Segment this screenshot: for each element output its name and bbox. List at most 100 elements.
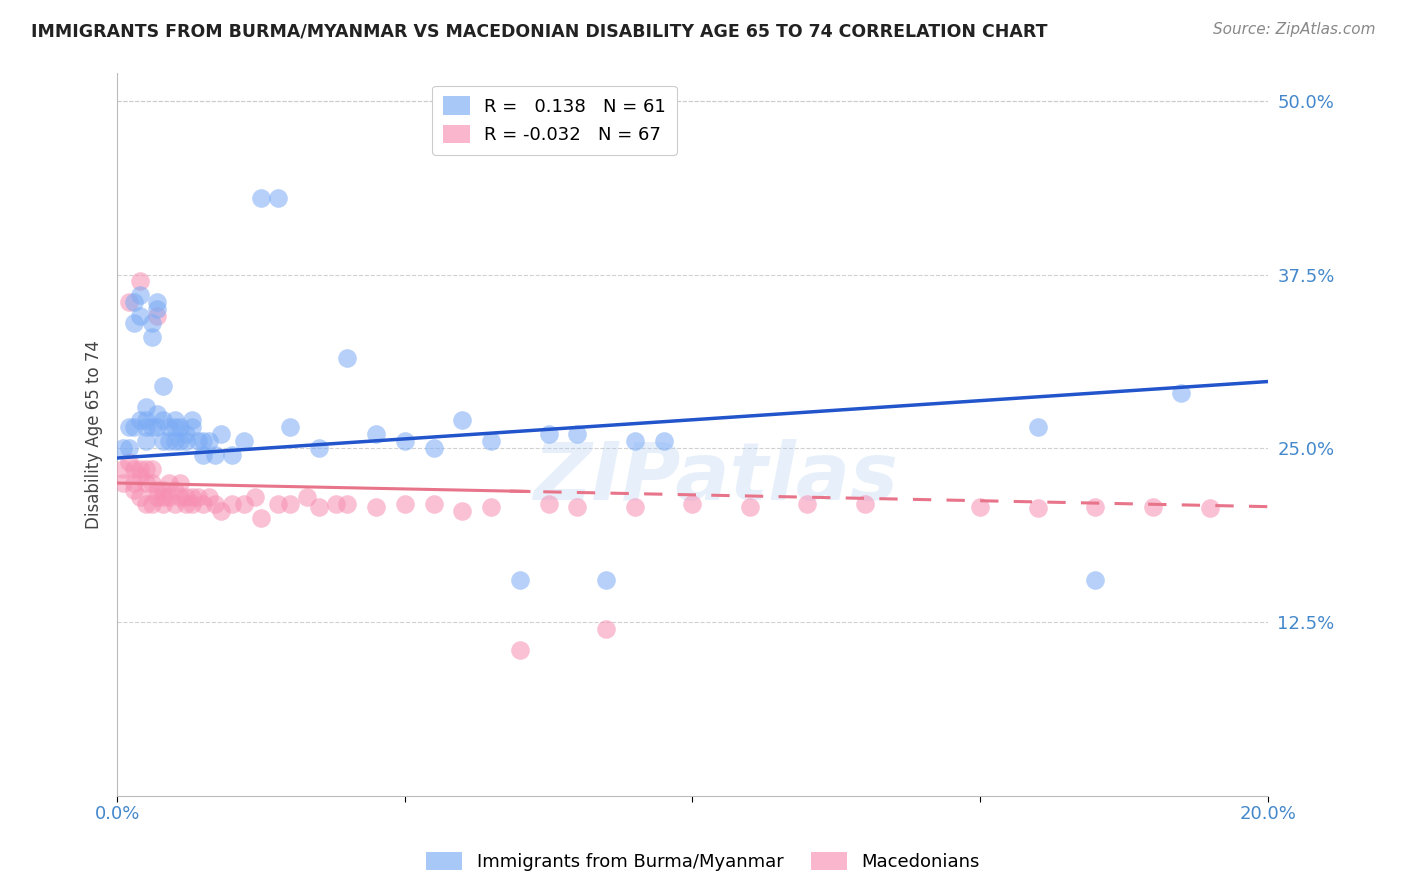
Point	[174, 427, 197, 442]
Point	[738, 500, 761, 514]
Point	[169, 475, 191, 490]
Point	[135, 497, 157, 511]
Point	[141, 462, 163, 476]
Point	[198, 434, 221, 449]
Point	[157, 434, 180, 449]
Point	[157, 475, 180, 490]
Point	[595, 622, 617, 636]
Point	[187, 490, 209, 504]
Point	[451, 413, 474, 427]
Point	[204, 448, 226, 462]
Point	[509, 574, 531, 588]
Point	[198, 490, 221, 504]
Point	[152, 434, 174, 449]
Point	[152, 490, 174, 504]
Point	[232, 497, 254, 511]
Point	[1084, 574, 1107, 588]
Point	[111, 462, 134, 476]
Point	[146, 490, 169, 504]
Point	[681, 497, 703, 511]
Point	[221, 497, 243, 511]
Point	[295, 490, 318, 504]
Point	[174, 434, 197, 449]
Point	[325, 497, 347, 511]
Point	[308, 442, 330, 456]
Point	[169, 490, 191, 504]
Point	[135, 413, 157, 427]
Point	[124, 462, 146, 476]
Point	[221, 448, 243, 462]
Point	[174, 497, 197, 511]
Point	[163, 483, 186, 497]
Point	[157, 490, 180, 504]
Point	[451, 504, 474, 518]
Point	[135, 434, 157, 449]
Point	[364, 500, 387, 514]
Point	[152, 483, 174, 497]
Point	[129, 288, 152, 302]
Point	[181, 413, 204, 427]
Point	[118, 420, 141, 434]
Point	[157, 420, 180, 434]
Point	[152, 378, 174, 392]
Point	[364, 427, 387, 442]
Point	[853, 497, 876, 511]
Point	[193, 434, 215, 449]
Point	[1084, 500, 1107, 514]
Point	[422, 442, 444, 456]
Text: Source: ZipAtlas.com: Source: ZipAtlas.com	[1212, 22, 1375, 37]
Point	[479, 500, 502, 514]
Legend: Immigrants from Burma/Myanmar, Macedonians: Immigrants from Burma/Myanmar, Macedonia…	[419, 845, 987, 879]
Point	[181, 497, 204, 511]
Point	[209, 504, 232, 518]
Point	[595, 574, 617, 588]
Point	[141, 475, 163, 490]
Point	[308, 500, 330, 514]
Point	[135, 420, 157, 434]
Point	[129, 310, 152, 324]
Point	[135, 462, 157, 476]
Text: IMMIGRANTS FROM BURMA/MYANMAR VS MACEDONIAN DISABILITY AGE 65 TO 74 CORRELATION : IMMIGRANTS FROM BURMA/MYANMAR VS MACEDON…	[31, 22, 1047, 40]
Point	[567, 500, 589, 514]
Point	[232, 434, 254, 449]
Point	[111, 475, 134, 490]
Point	[118, 455, 141, 469]
Point	[193, 497, 215, 511]
Point	[146, 310, 169, 324]
Point	[124, 316, 146, 330]
Point	[394, 434, 416, 449]
Point	[479, 434, 502, 449]
Point	[245, 490, 267, 504]
Legend: R =   0.138   N = 61, R = -0.032   N = 67: R = 0.138 N = 61, R = -0.032 N = 67	[432, 86, 676, 155]
Point	[146, 483, 169, 497]
Point	[624, 434, 647, 449]
Point	[336, 351, 359, 365]
Point	[118, 295, 141, 310]
Point	[129, 462, 152, 476]
Point	[129, 490, 152, 504]
Point	[278, 497, 301, 511]
Point	[209, 427, 232, 442]
Point	[169, 420, 191, 434]
Point	[278, 420, 301, 434]
Point	[969, 500, 991, 514]
Point	[181, 490, 204, 504]
Point	[129, 469, 152, 483]
Point	[146, 407, 169, 421]
Point	[250, 510, 273, 524]
Point	[141, 330, 163, 344]
Point	[129, 275, 152, 289]
Point	[146, 302, 169, 317]
Point	[124, 420, 146, 434]
Point	[152, 497, 174, 511]
Point	[163, 413, 186, 427]
Point	[169, 434, 191, 449]
Point	[124, 483, 146, 497]
Point	[163, 497, 186, 511]
Point	[181, 420, 204, 434]
Point	[204, 497, 226, 511]
Point	[394, 497, 416, 511]
Point	[567, 427, 589, 442]
Point	[124, 295, 146, 310]
Point	[111, 442, 134, 456]
